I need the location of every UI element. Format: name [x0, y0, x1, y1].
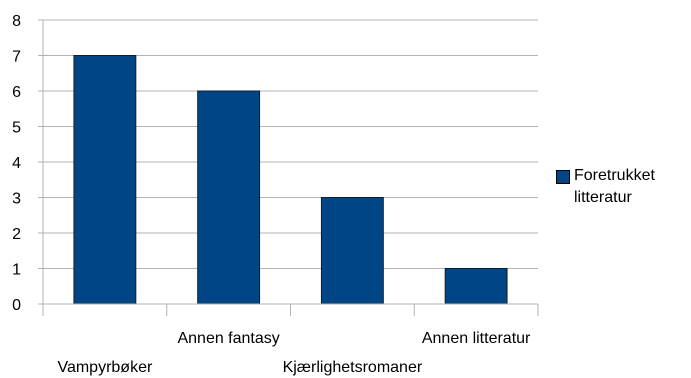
bar: [444, 268, 508, 305]
x-tick-label: Kjærlighetsromaner: [283, 359, 423, 376]
legend-label: Foretrukket litteratur: [574, 167, 655, 206]
x-tick-label: Vampyrbøker: [57, 359, 153, 376]
axes: [42, 20, 539, 316]
bar: [197, 90, 261, 305]
y-tick-label: 4: [12, 155, 21, 172]
legend-swatch: [556, 170, 570, 184]
y-tick-label: 7: [12, 49, 21, 66]
bar: [320, 197, 384, 305]
y-tick-label: 8: [12, 13, 21, 30]
y-tick-label: 1: [12, 262, 21, 279]
x-tick-labels: Vampyrbøker Annen fantasyKjærlighetsroman…: [57, 330, 531, 376]
y-tick-labels: 0 1 2 3 4 5 6 7 8: [12, 13, 21, 314]
y-tick-label: 0: [12, 297, 21, 314]
bar: [73, 55, 137, 305]
bars: [73, 55, 508, 305]
x-tick-label: Annen litteratur: [422, 330, 531, 347]
y-tick-label: 5: [12, 120, 21, 137]
y-tick-label: 2: [12, 226, 21, 243]
x-tick-label: Annen fantasy: [177, 330, 279, 347]
y-tick-label: 3: [12, 191, 21, 208]
y-tick-label: 6: [12, 84, 21, 101]
